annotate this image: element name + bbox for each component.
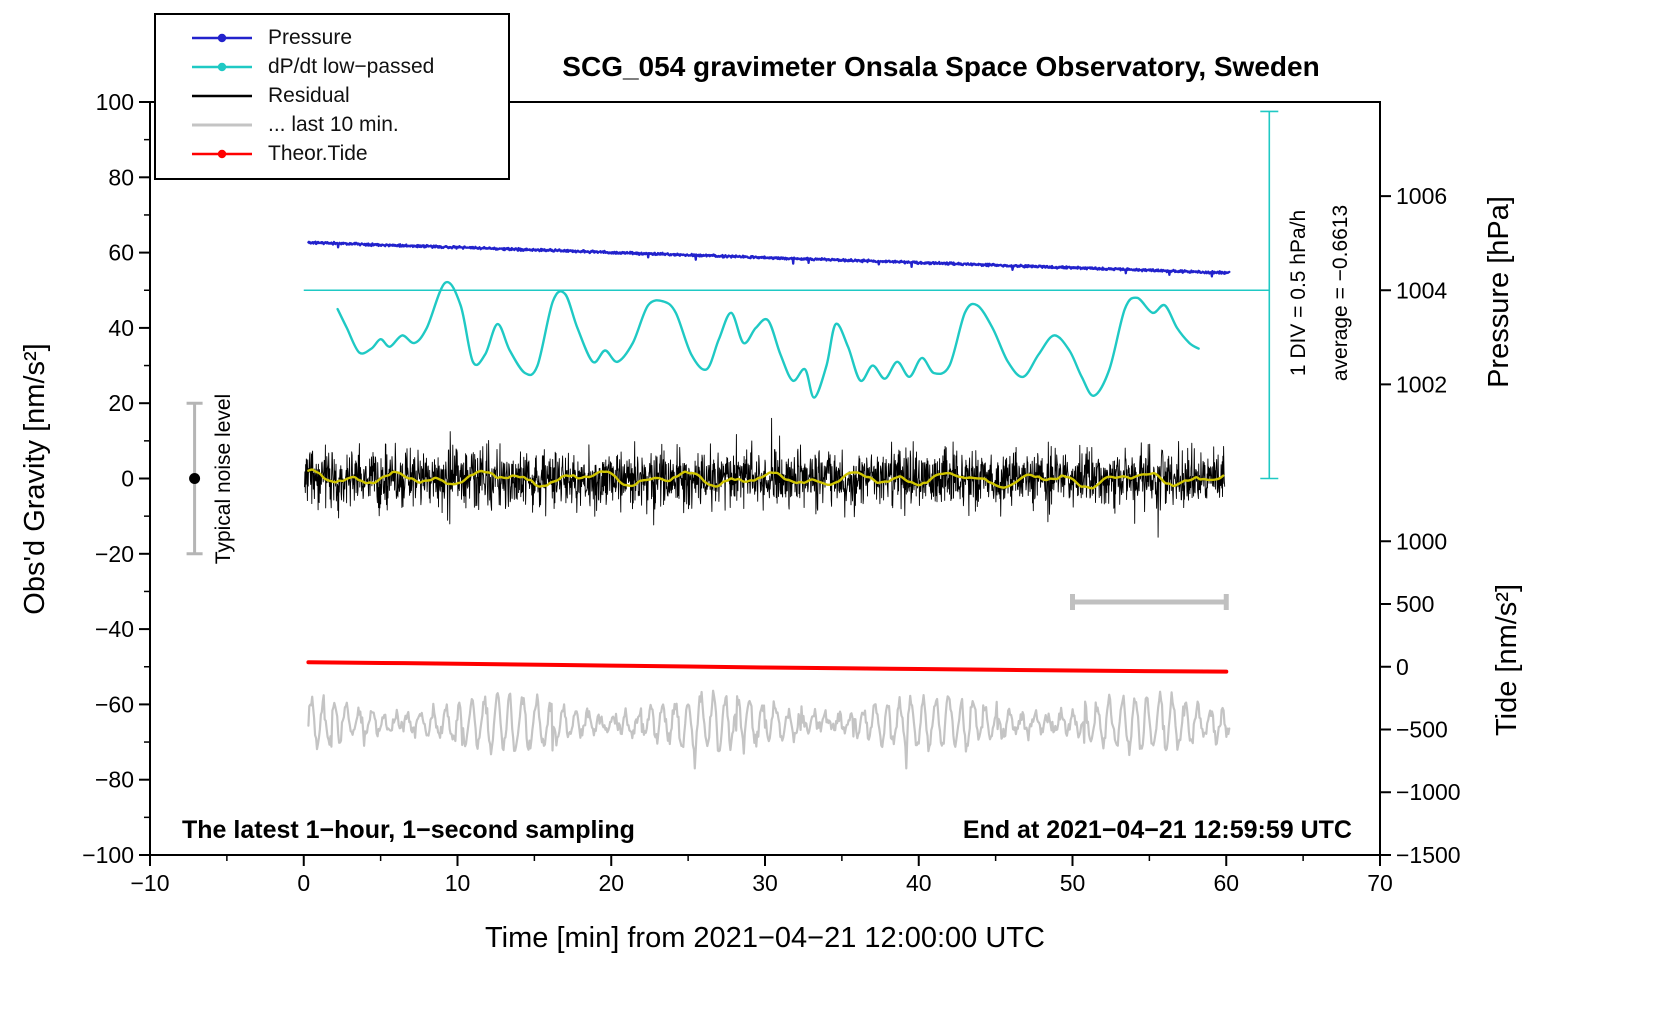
- legend-swatch: [192, 94, 252, 97]
- legend-swatch: [192, 123, 252, 126]
- pressure-tick-label: 1004: [1396, 277, 1447, 303]
- y-tick-label: 80: [108, 164, 134, 190]
- y-axis-label-tide: Tide [nm/s²]: [1491, 584, 1523, 736]
- noise-level-label: Typical noise level: [212, 394, 235, 564]
- legend-label: Pressure: [268, 25, 353, 49]
- series-residual-lowpassed: [307, 468, 1225, 490]
- y-tick-label: −80: [95, 767, 134, 793]
- legend-marker-dot: [217, 33, 227, 42]
- series-residual: [304, 417, 1226, 538]
- series-theor-tide: [306, 660, 1229, 674]
- y-tick-label: 20: [108, 390, 134, 416]
- tide-tick-label: 0: [1396, 654, 1409, 680]
- legend-label: Residual: [268, 83, 350, 107]
- pressure-tick-label: 1006: [1396, 183, 1447, 209]
- y-tick-label: −40: [95, 616, 134, 642]
- x-tick-label: 10: [445, 870, 471, 896]
- tide-tick-label: 500: [1396, 591, 1434, 617]
- legend-swatch: [192, 33, 252, 42]
- x-tick-label: 30: [752, 870, 778, 896]
- chart-title: SCG_054 gravimeter Onsala Space Observat…: [562, 51, 1319, 82]
- legend-swatch: [192, 62, 252, 71]
- tide-tick-label: −1000: [1396, 779, 1461, 805]
- x-tick-label: −10: [130, 870, 169, 896]
- x-tick-label: 20: [598, 870, 624, 896]
- legend-label: Theor.Tide: [268, 141, 368, 165]
- y-tick-label: 60: [108, 240, 134, 266]
- legend-swatch: [192, 149, 252, 158]
- legend-item-3: ... last 10 min.: [156, 110, 508, 139]
- legend-marker-dot: [217, 62, 227, 71]
- legend-item-0: Pressure: [156, 23, 508, 52]
- tide-tick-label: −500: [1396, 716, 1448, 742]
- legend-marker-dot: [217, 149, 227, 158]
- x-axis-label: Time [min] from 2021−04−21 12:00:00 UTC: [485, 922, 1045, 954]
- tide-tick-label: −1500: [1396, 842, 1461, 868]
- x-tick-label: 60: [1213, 870, 1239, 896]
- x-tick-label: 70: [1367, 870, 1393, 896]
- footer-left: The latest 1−hour, 1−second sampling: [182, 816, 635, 844]
- series-pressure: [307, 240, 1231, 278]
- series-dpdt-lowpassed: [336, 280, 1200, 399]
- legend-label: ... last 10 min.: [268, 112, 399, 136]
- legend: Pressure dP/dt low−passed Residual ... last…: [154, 13, 510, 180]
- legend-label: dP/dt low−passed: [268, 54, 435, 78]
- y-tick-label: −60: [95, 691, 134, 717]
- tide-tick-label: 1000: [1396, 528, 1447, 554]
- y-tick-label: 100: [96, 89, 134, 115]
- x-tick-label: 40: [906, 870, 932, 896]
- y-axis-label-left: Obs'd Gravity [nm/s²]: [19, 343, 51, 614]
- y-axis-label-pressure: Pressure [hPa]: [1483, 196, 1515, 388]
- x-tick-label: 0: [297, 870, 310, 896]
- y-tick-label: 40: [108, 315, 134, 341]
- legend-item-1: dP/dt low−passed: [156, 52, 508, 81]
- y-tick-label: −100: [82, 842, 134, 868]
- noise-errorbar-dot: [189, 473, 201, 484]
- x-tick-label: 50: [1060, 870, 1086, 896]
- series-layer: [186, 110, 1279, 770]
- average-note: average = −0.6613: [1329, 205, 1352, 381]
- series-residual-last10: [307, 689, 1231, 770]
- legend-item-4: Theor.Tide: [156, 139, 508, 168]
- axes-layer: −10 0 10 20 30 40 50 60 70−100−80−60−40−20020406…: [82, 89, 1460, 896]
- div-scale-note: 1 DIV = 0.5 hPa/h: [1287, 210, 1310, 376]
- legend-item-2: Residual: [156, 81, 508, 110]
- pressure-tick-label: 1002: [1396, 371, 1447, 397]
- y-tick-label: −20: [95, 541, 134, 567]
- footer-right: End at 2021−04−21 12:59:59 UTC: [963, 816, 1352, 844]
- y-tick-label: 0: [121, 466, 134, 492]
